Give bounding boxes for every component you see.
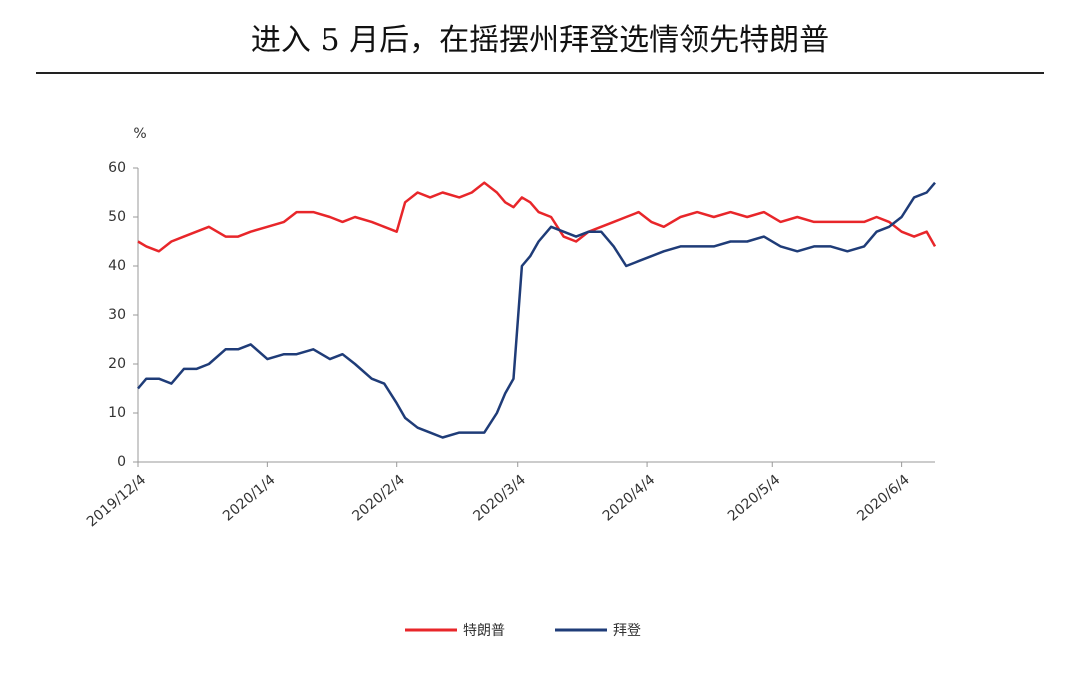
series-line: [137, 181, 937, 253]
y-tick-label: 0: [117, 454, 126, 470]
x-tick-label: 2020/5/4: [725, 472, 784, 525]
x-tick-label: 2020/2/4: [349, 472, 408, 525]
y-tick-label: 30: [108, 307, 126, 323]
y-axis-label: %: [133, 126, 146, 142]
y-tick-label: 50: [108, 209, 126, 225]
x-tick-label: 2020/4/4: [600, 472, 659, 525]
series-line: [137, 181, 936, 439]
x-tick-label: 2019/12/4: [84, 472, 149, 530]
y-tick-label: 40: [108, 258, 126, 274]
x-tick-label: 2020/3/4: [470, 472, 529, 525]
y-tick-label: 10: [108, 405, 126, 421]
chart-title: 进入 5 月后，在摇摆州拜登选情领先特朗普: [251, 23, 829, 58]
x-tick-label: 2020/6/4: [854, 472, 913, 525]
x-tick-label: 2020/1/4: [220, 472, 279, 525]
legend-label: 拜登: [613, 623, 641, 639]
y-tick-label: 20: [108, 356, 126, 372]
legend-label: 特朗普: [463, 623, 505, 639]
y-tick-label: 60: [108, 160, 126, 176]
